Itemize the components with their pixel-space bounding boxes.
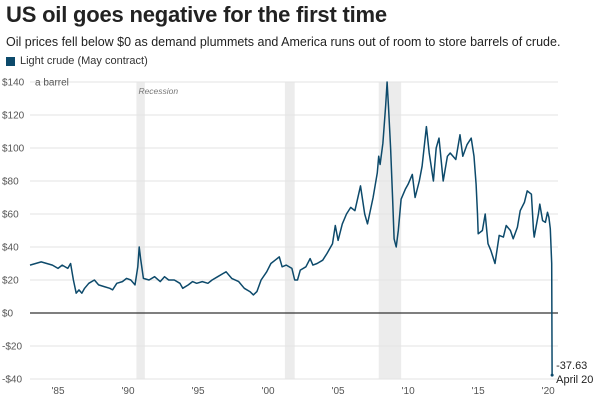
x-tick-label: '85 (51, 386, 64, 397)
series-end-point (550, 373, 554, 377)
x-tick-label: '20 (542, 386, 555, 397)
y-tick-label: $60 (2, 210, 19, 221)
recession-band (284, 82, 295, 379)
annotation-date: April 20 (556, 374, 593, 386)
recession-band (136, 82, 145, 379)
chart-title: US oil goes negative for the first time (6, 2, 387, 27)
x-tick-label: '15 (472, 386, 485, 397)
gridlines (30, 81, 558, 380)
y-axis-unit-label: a barrel (35, 78, 69, 89)
recession-bands: Recession (136, 82, 402, 379)
recession-label: Recession (138, 86, 178, 96)
y-tick-label: $20 (2, 276, 19, 287)
legend: Light crude (May contract) (6, 55, 148, 67)
annotation-value: -37.63 (556, 360, 587, 372)
x-tick-label: '10 (402, 386, 415, 397)
recession-band (378, 82, 402, 379)
series-line (29, 81, 553, 376)
legend-swatch (6, 56, 15, 66)
x-axis-ticks: '85 '90 '95 '00 '05 '10 '15 '20 (51, 386, 555, 397)
y-axis-ticks: $140 $120 $100 $80 $60 $40 $20 $0 -$20 -$40 (2, 78, 25, 386)
y-tick-label: -$20 (2, 342, 22, 353)
x-tick-label: '90 (122, 386, 135, 397)
x-tick-label: '00 (262, 386, 275, 397)
y-tick-label: $120 (2, 111, 25, 122)
y-tick-label: $40 (2, 243, 19, 254)
chart-subtitle: Oil prices fell below $0 as demand plumm… (6, 35, 561, 49)
y-tick-label: $0 (2, 309, 14, 320)
series-layer (29, 81, 554, 377)
y-tick-label: $100 (2, 144, 25, 155)
y-tick-label: $80 (2, 177, 19, 188)
y-tick-label: $140 (2, 78, 25, 89)
x-tick-label: '05 (332, 386, 345, 397)
legend-label: Light crude (May contract) (20, 55, 148, 67)
x-tick-label: '95 (192, 386, 205, 397)
y-tick-label: -$40 (2, 375, 22, 386)
